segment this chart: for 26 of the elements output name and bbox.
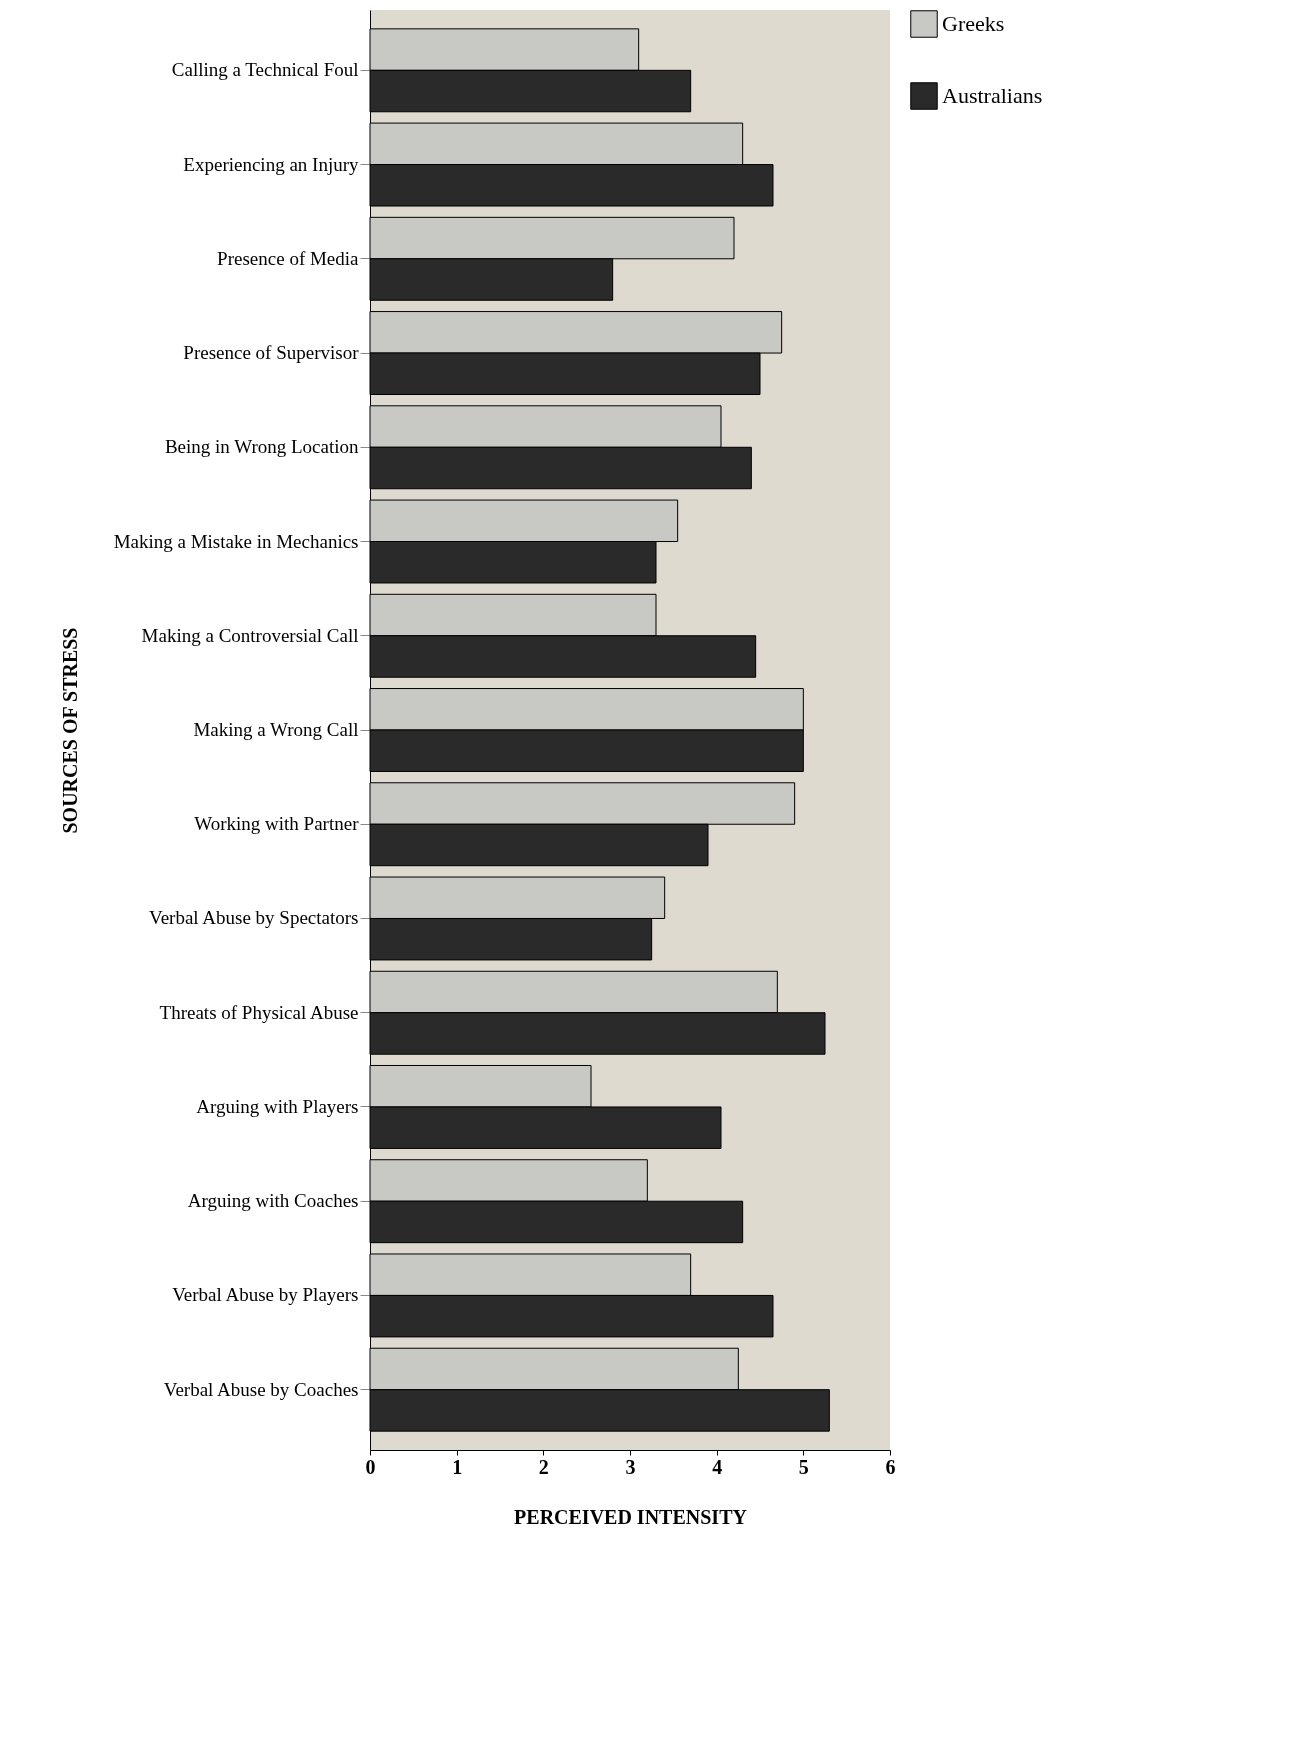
- y-tick-label: Working with Partner: [194, 813, 360, 835]
- y-tick-label: Verbal Abuse by Coaches: [163, 1378, 359, 1400]
- legend-label: Australians: [942, 83, 1043, 108]
- y-tick-label: Experiencing an Injury: [183, 153, 359, 175]
- x-tick-label: 2: [538, 1455, 549, 1478]
- y-tick-label: Making a Wrong Call: [193, 719, 359, 740]
- x-tick-label: 0: [365, 1455, 376, 1478]
- x-tick-label: 4: [712, 1455, 723, 1478]
- x-tick-label: 3: [625, 1455, 636, 1478]
- y-tick-label: Threats of Physical Abuse: [159, 1001, 359, 1023]
- x-tick-label: 1: [452, 1455, 463, 1478]
- y-axis-title: SOURCES OF STRESS: [58, 627, 81, 834]
- y-tick-label: Verbal Abuse by Players: [172, 1284, 359, 1306]
- y-tick-label: Making a Controversial Call: [141, 624, 359, 646]
- x-tick-label: 6: [885, 1455, 896, 1478]
- y-tick-label: Verbal Abuse by Spectators: [149, 907, 359, 929]
- y-tick-label: Arguing with Coaches: [187, 1190, 359, 1212]
- x-axis-title: PERCEIVED INTENSITY: [514, 1505, 748, 1528]
- legend-label: Greeks: [942, 11, 1005, 36]
- y-tick-label: Presence of Supervisor: [183, 342, 360, 364]
- y-tick-label: Arguing with Players: [196, 1095, 359, 1117]
- y-tick-label: Being in Wrong Location: [164, 436, 359, 458]
- y-tick-label: Making a Mistake in Mechanics: [113, 530, 359, 552]
- y-tick-label: Presence of Media: [217, 247, 360, 269]
- y-tick-label: Calling a Technical Foul: [171, 59, 359, 81]
- x-tick-label: 5: [798, 1455, 809, 1478]
